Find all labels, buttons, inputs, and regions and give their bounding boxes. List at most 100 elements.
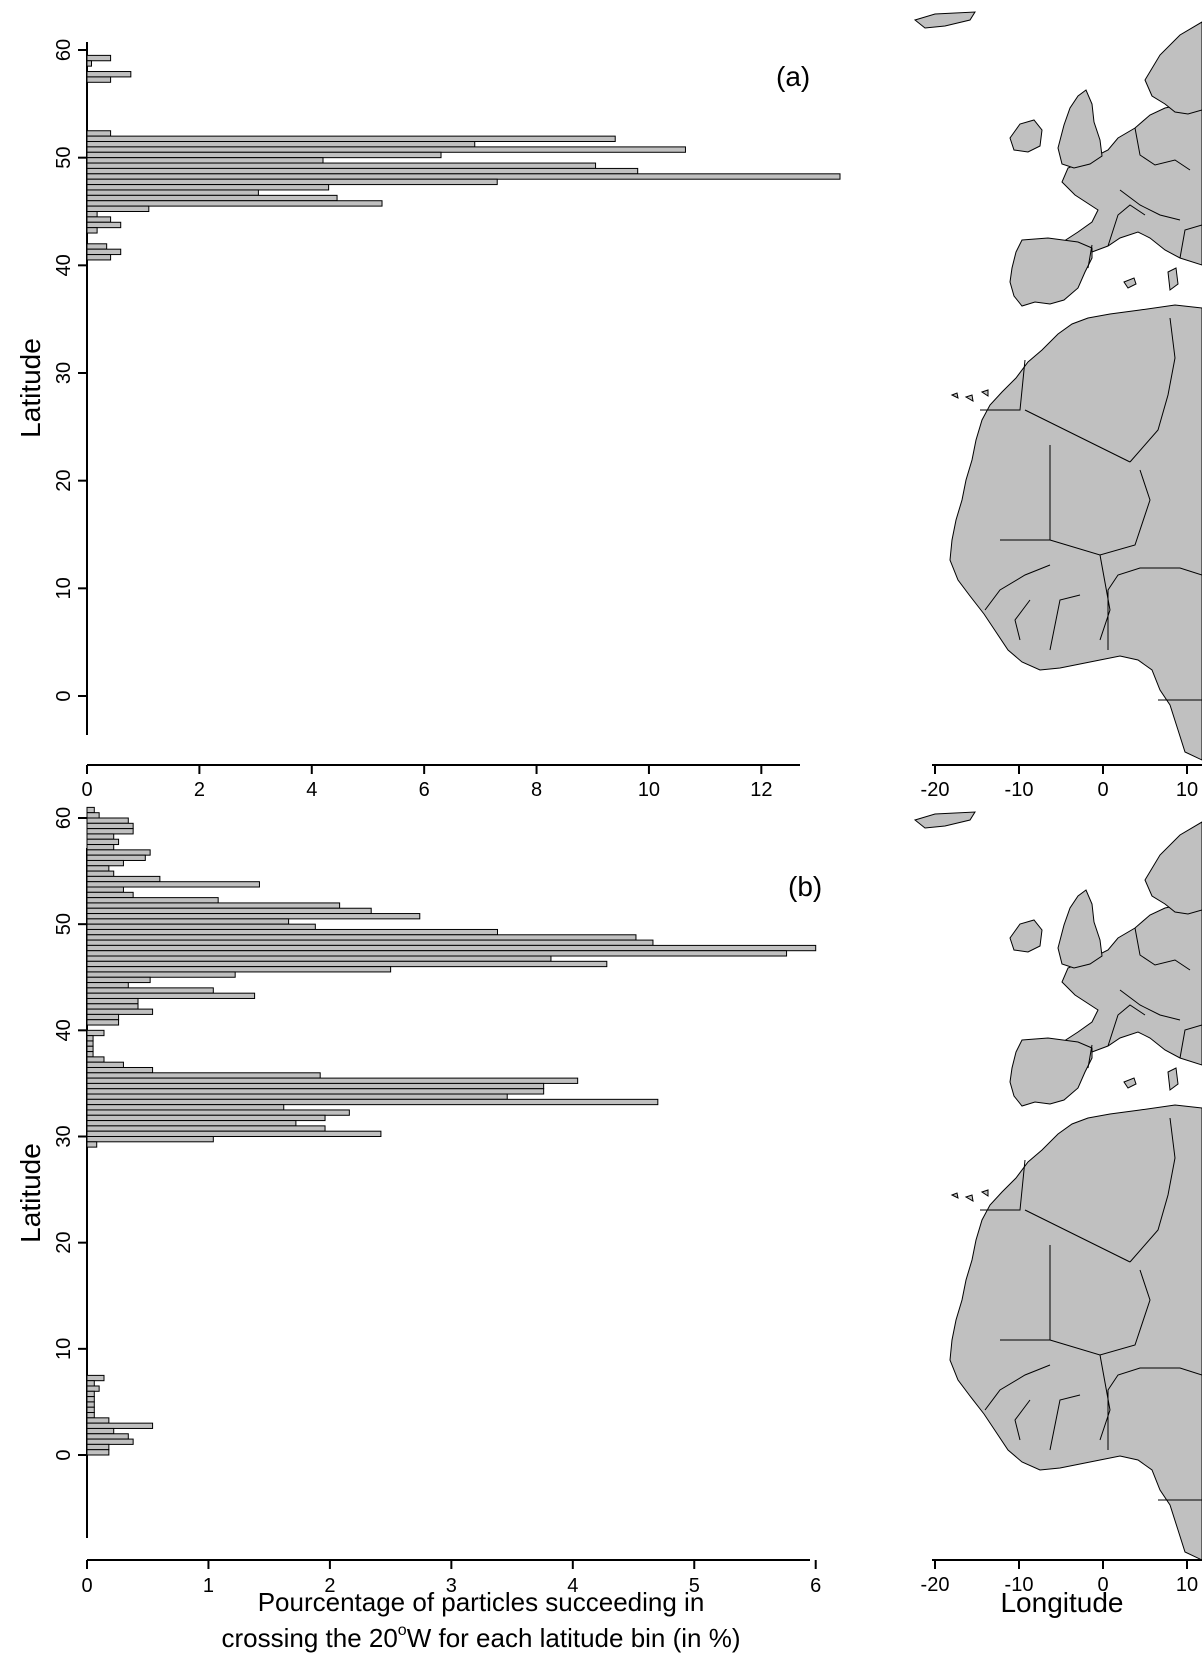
bar bbox=[86, 913, 421, 920]
y-tick-label: 40 bbox=[53, 1019, 75, 1041]
bar bbox=[86, 1427, 115, 1435]
bar bbox=[86, 1412, 95, 1419]
bar bbox=[86, 934, 637, 941]
bar bbox=[86, 135, 616, 143]
bar bbox=[86, 918, 290, 925]
bar bbox=[86, 1396, 95, 1403]
y-tick-label: 50 bbox=[53, 147, 75, 169]
x-ticks-b: 0 1 2 3 4 5 6 bbox=[81, 1560, 821, 1597]
x-tick-label: 8 bbox=[531, 779, 542, 801]
bars-a bbox=[86, 54, 841, 261]
bar bbox=[86, 1406, 95, 1414]
bar bbox=[86, 944, 817, 952]
bar bbox=[86, 146, 686, 153]
bar bbox=[86, 1088, 545, 1095]
bar bbox=[86, 838, 120, 846]
x-tick-label: 5 bbox=[689, 1575, 700, 1597]
bar bbox=[86, 833, 115, 840]
bar bbox=[86, 1013, 120, 1021]
panel-label-b: (b) bbox=[788, 871, 822, 902]
bar bbox=[86, 254, 112, 261]
bar bbox=[86, 1443, 110, 1451]
bar bbox=[86, 1438, 134, 1445]
map-x-tick-label: 10 bbox=[1176, 1574, 1198, 1596]
bar bbox=[86, 950, 788, 957]
degree-symbol: o bbox=[398, 1622, 407, 1639]
bar bbox=[86, 200, 383, 207]
bar bbox=[86, 216, 112, 223]
bar bbox=[86, 194, 338, 202]
x-tick-label: 1 bbox=[203, 1575, 214, 1597]
bar bbox=[86, 1141, 98, 1148]
bar bbox=[86, 859, 124, 867]
y-tick-label: 30 bbox=[53, 1125, 75, 1147]
bar bbox=[86, 897, 219, 904]
x-tick-label: 2 bbox=[194, 779, 205, 801]
bar bbox=[86, 1449, 110, 1456]
bar bbox=[86, 1104, 285, 1111]
bar bbox=[86, 966, 392, 973]
bar bbox=[86, 1385, 100, 1392]
x-tick-label: 10 bbox=[638, 779, 660, 801]
bar bbox=[86, 955, 552, 962]
panel-label-a: (a) bbox=[776, 61, 810, 92]
bar bbox=[86, 76, 112, 83]
bar bbox=[86, 886, 124, 893]
bar bbox=[86, 997, 139, 1005]
bar bbox=[86, 982, 129, 989]
y-tick-label: 20 bbox=[53, 1232, 75, 1254]
map-x-tick-label: 10 bbox=[1176, 779, 1198, 801]
bar bbox=[86, 60, 92, 67]
bar bbox=[86, 1390, 95, 1398]
bar bbox=[86, 1380, 95, 1387]
map-x-axis-title: Longitude bbox=[1000, 1587, 1123, 1618]
bar bbox=[86, 71, 132, 78]
bar bbox=[86, 902, 341, 909]
x-ticks-a: 0 2 4 6 8 10 12 bbox=[81, 765, 772, 801]
bar bbox=[86, 870, 115, 877]
y-axis-title: Latitude bbox=[15, 1143, 46, 1243]
map-x-tick-label: -10 bbox=[1005, 779, 1034, 801]
chart-panel-a: 0 10 20 30 40 50 60 0 2 4 6 8 10 12 Latitude (a) bbox=[15, 39, 841, 801]
bar bbox=[86, 971, 236, 978]
bar bbox=[86, 987, 214, 994]
bar bbox=[86, 928, 499, 936]
x-tick-label: 0 bbox=[81, 1575, 92, 1597]
y-tick-label: 0 bbox=[53, 1449, 75, 1460]
x-tick-label: 6 bbox=[419, 779, 430, 801]
y-tick-label: 60 bbox=[53, 39, 75, 61]
bar bbox=[86, 1130, 382, 1137]
bar bbox=[86, 865, 110, 872]
bar bbox=[86, 817, 129, 824]
map-x-ticks-a: -20 -10 0 10 bbox=[921, 765, 1198, 801]
y-tick-label: 20 bbox=[53, 470, 75, 492]
bar bbox=[86, 1136, 214, 1143]
bar bbox=[86, 806, 95, 814]
x-tick-label: 4 bbox=[567, 1575, 578, 1597]
bar bbox=[86, 1003, 139, 1010]
y-axis-title: Latitude bbox=[15, 338, 46, 438]
bar bbox=[86, 248, 122, 256]
bar bbox=[86, 205, 150, 212]
bar bbox=[86, 891, 134, 899]
bar bbox=[86, 173, 841, 180]
bar bbox=[86, 960, 608, 968]
bar bbox=[86, 178, 498, 186]
y-tick-label: 50 bbox=[53, 913, 75, 935]
bar bbox=[86, 1045, 94, 1053]
bar bbox=[86, 1114, 326, 1122]
bars-b bbox=[86, 806, 817, 1456]
bar bbox=[86, 1401, 95, 1408]
map-x-tick-label: 0 bbox=[1097, 779, 1108, 801]
map-x-tick-label: -20 bbox=[921, 779, 950, 801]
bar bbox=[86, 812, 100, 819]
bar bbox=[86, 221, 122, 229]
bar bbox=[86, 875, 161, 883]
bar bbox=[86, 167, 639, 175]
bar bbox=[86, 1061, 124, 1068]
bar bbox=[86, 54, 112, 62]
x-axis-title-part1: crossing the 20 bbox=[221, 1623, 397, 1653]
bar bbox=[86, 1082, 545, 1090]
y-tick-label: 10 bbox=[53, 577, 75, 599]
bar bbox=[86, 992, 256, 999]
